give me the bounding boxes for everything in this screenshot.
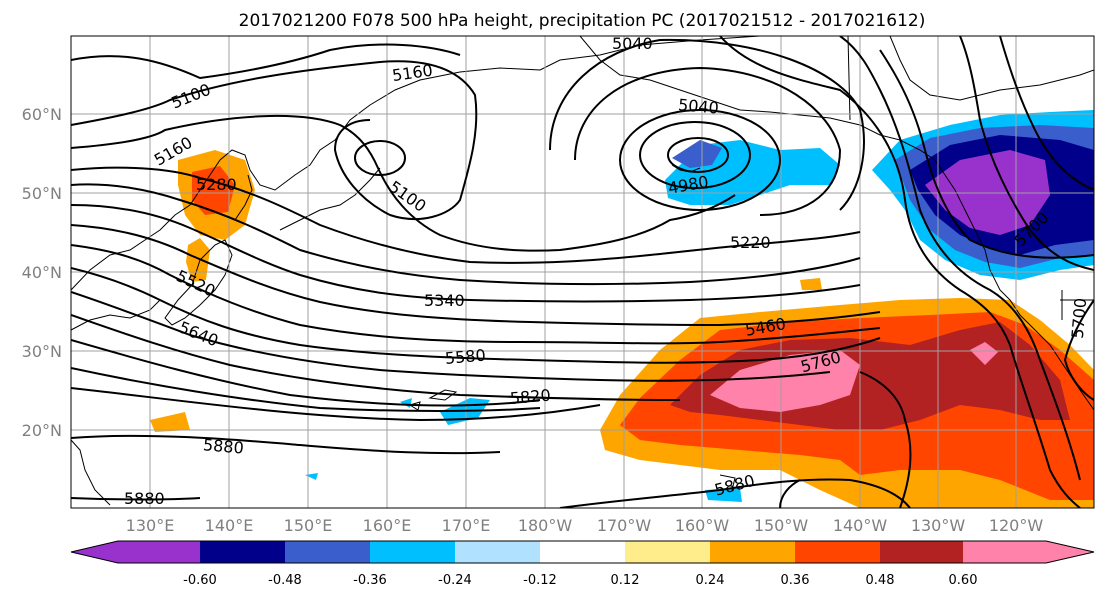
lon-label: 160°W (675, 516, 730, 535)
contour-label: 5700 (1068, 297, 1090, 339)
lon-label: 150°E (284, 516, 333, 535)
colorbar-label: -0.12 (523, 573, 557, 588)
colorbar-outline (70, 540, 1095, 564)
colorbar-segment (540, 541, 625, 563)
lon-label: 130°W (911, 516, 966, 535)
lat-label: 30°N (22, 342, 62, 361)
lon-label: 130°E (126, 516, 175, 535)
contour-label: 5880 (202, 435, 244, 457)
colorbar-label: -0.36 (353, 573, 387, 588)
lat-label: 40°N (22, 263, 62, 282)
contour-label: 5280 (196, 175, 237, 194)
colorbar-label: -0.48 (268, 573, 302, 588)
contour-label: 5580 (444, 345, 486, 367)
lat-label: 50°N (22, 184, 62, 203)
colorbar-segment (795, 541, 880, 563)
colorbar-segment (370, 541, 455, 563)
lon-label: 170°W (597, 516, 652, 535)
colorbar-label: 0.24 (696, 573, 725, 588)
contour-label: 5340 (424, 291, 465, 310)
contour-labels: 5040 5100 5160 5160 5280 5100 5040 4980 … (124, 34, 1090, 508)
map-title: 2017021200 F078 500 hPa height, precipit… (239, 11, 926, 31)
colorbar-label: 0.60 (949, 573, 978, 588)
lon-label: 160°E (363, 516, 412, 535)
lat-label: 60°N (22, 105, 62, 124)
colorbar-segment (71, 541, 200, 563)
height-contours (71, 36, 1094, 508)
lon-label: 140°E (205, 516, 254, 535)
colorbar-label: 0.36 (781, 573, 810, 588)
lon-label: 150°W (754, 516, 809, 535)
colorbar-segment (455, 541, 540, 563)
lat-label: 20°N (22, 421, 62, 440)
map-area: 5040 5100 5160 5160 5280 5100 5040 4980 … (71, 34, 1094, 508)
colorbar-segment (710, 541, 795, 563)
lon-label: 170°E (442, 516, 491, 535)
gridlines (71, 36, 1094, 508)
colorbar-segment (625, 541, 710, 563)
colorbar-label: 0.12 (611, 573, 640, 588)
colorbar-segment (880, 541, 963, 563)
colorbar: -0.60 -0.48 -0.36 -0.24 -0.12 0.12 0.24 … (70, 540, 1095, 588)
colorbar-label: -0.24 (438, 573, 472, 588)
colorbar-segment (200, 541, 285, 563)
contour-label: 5040 (677, 95, 719, 117)
precipitation-shading (150, 110, 1094, 508)
longitude-labels: 130°E 140°E 150°E 160°E 170°E 180°W 170°… (126, 516, 1044, 535)
colorbar-label: 0.48 (866, 573, 895, 588)
contour-label: 5880 (124, 489, 165, 508)
colorbar-segment (285, 541, 370, 563)
colorbar-segment (963, 541, 1094, 563)
latitude-labels: 60°N 50°N 40°N 30°N 20°N (22, 105, 62, 440)
contour-label: 5820 (509, 385, 551, 407)
map-frame (70, 35, 1095, 509)
lon-label: 140°W (833, 516, 888, 535)
contour-label: 5220 (730, 233, 771, 252)
lon-label: 180°W (518, 516, 573, 535)
colorbar-label: -0.60 (183, 573, 217, 588)
lon-label: 120°W (989, 516, 1044, 535)
contour-label: 5040 (612, 34, 653, 53)
